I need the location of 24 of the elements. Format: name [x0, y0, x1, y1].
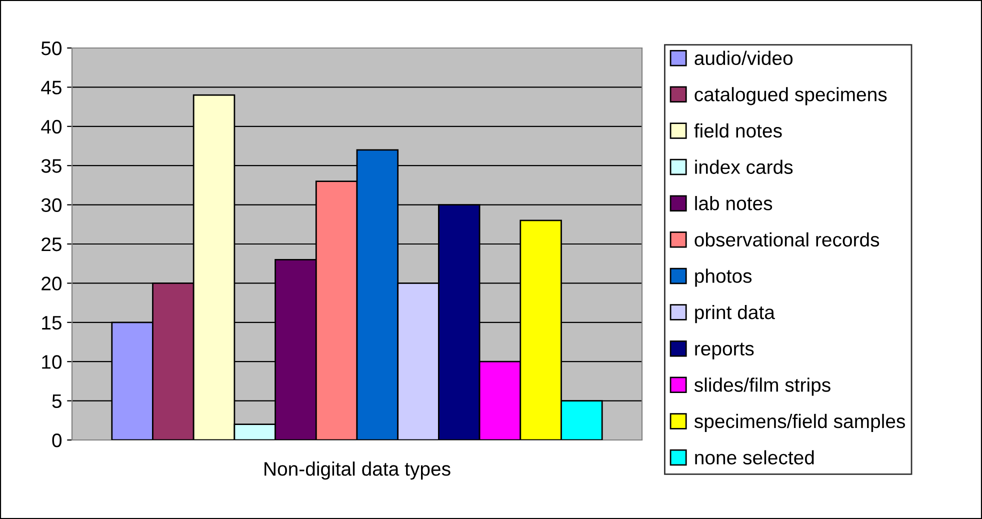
legend-label: slides/film strips	[694, 378, 830, 396]
legend-label: index cards	[695, 160, 793, 174]
legend-label: observational records	[694, 232, 880, 247]
y-tick-label: 0	[52, 433, 62, 448]
y-tick-label: 30	[41, 198, 62, 212]
legend-label: specimens/field samples	[694, 414, 905, 432]
y-tick-label: 45	[41, 80, 62, 94]
y-tick-label: 25	[42, 237, 62, 252]
legend-label: reports	[695, 342, 754, 360]
y-tick-label: 40	[41, 120, 62, 134]
y-tick-label: 20	[42, 276, 62, 290]
y-tick-label: 50	[41, 41, 62, 56]
legend-label: catalogued specimens	[694, 87, 887, 106]
x-axis-title: Non-digital data types	[264, 462, 450, 480]
y-tick-label: 15	[42, 316, 62, 330]
y-tick-label: 10	[42, 355, 62, 369]
legend-label: photos	[695, 268, 752, 287]
legend-label: print data	[695, 304, 775, 324]
legend-label: none selected	[695, 450, 814, 464]
y-tick-label: 5	[52, 394, 62, 408]
legend-label: lab notes	[695, 196, 772, 210]
legend-label: audio/video	[694, 50, 793, 66]
legend-label: field notes	[694, 123, 782, 138]
y-tick-label: 35	[41, 159, 62, 173]
